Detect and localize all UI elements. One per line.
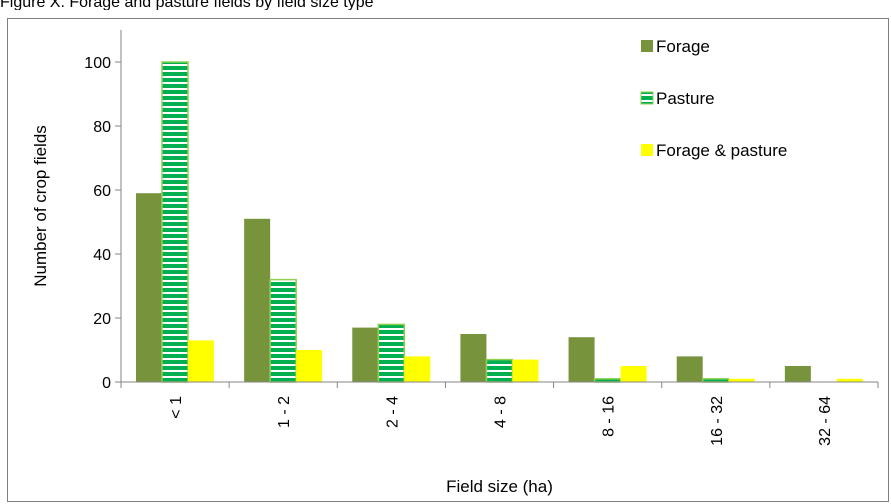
y-tick-label-3: 60 [93, 183, 111, 200]
y-tick-label-2: 40 [93, 247, 111, 264]
x-tick-label-5: 16 - 32 [709, 396, 726, 446]
x-tick-label-1: 1 - 2 [276, 396, 293, 428]
bar-2-1 [296, 350, 323, 382]
bar-2-6 [836, 378, 863, 382]
legend-label-1: Pasture [656, 89, 715, 108]
bar-1-1 [269, 278, 297, 383]
x-tick-label-2: 2 - 4 [384, 396, 401, 428]
bar-2-3 [512, 359, 539, 382]
legend-swatch-0 [641, 40, 653, 52]
legend-label-0: Forage [656, 37, 710, 56]
axes: 0 20 40 60 80 100 < 1 1 - 2 2 - 4 4 - 8 8 - 16 16 -… [31, 30, 879, 496]
bar-2-4 [620, 366, 647, 382]
legend: Forage Pasture Forage & pasture [640, 37, 787, 160]
bar-1-0 [161, 61, 189, 383]
bar-2-5 [728, 378, 755, 382]
y-tick-label-1: 20 [93, 311, 111, 328]
y-tick-label-4: 80 [93, 119, 111, 136]
bars [136, 61, 863, 383]
legend-label-2: Forage & pasture [656, 141, 787, 160]
y-tick-label-0: 0 [102, 375, 111, 392]
bar-0-1 [244, 218, 271, 382]
bar-0-5 [676, 356, 703, 382]
y-tick-label-5: 100 [84, 55, 111, 72]
legend-swatch-2 [641, 144, 653, 156]
bar-1-3 [485, 358, 514, 383]
bar-2-2 [404, 356, 431, 382]
bar-0-4 [568, 337, 595, 382]
bar-2-0 [188, 340, 214, 382]
bar-0-6 [784, 366, 811, 382]
figure-caption: Figure X. Forage and pasture fields by f… [0, 0, 374, 10]
legend-swatch-1 [640, 91, 654, 105]
chart-frame [7, 18, 889, 502]
x-tick-label-0: < 1 [168, 396, 185, 419]
bar-0-2 [352, 327, 379, 382]
x-tick-label-4: 8 - 16 [601, 396, 618, 437]
x-axis-title: Field size (ha) [446, 477, 553, 496]
bar-0-0 [136, 193, 162, 382]
bar-0-3 [460, 334, 487, 382]
bar-1-2 [377, 323, 406, 383]
y-axis-title: Number of crop fields [31, 125, 50, 287]
x-tick-label-6: 32 - 64 [817, 396, 834, 446]
x-tick-label-3: 4 - 8 [493, 396, 510, 428]
